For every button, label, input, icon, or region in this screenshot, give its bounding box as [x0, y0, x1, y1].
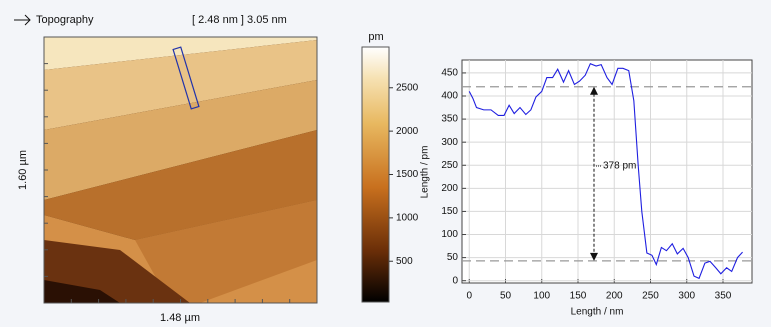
annotation: 378 pm: [603, 161, 636, 172]
x-tick-label: 150: [570, 291, 587, 302]
x-tick-label: 250: [642, 291, 659, 302]
y-tick-label: 200: [441, 183, 458, 194]
y-tick-label: 100: [441, 229, 458, 240]
colorbar-tick-label: 1500: [396, 169, 419, 180]
profile-line: [468, 62, 743, 280]
x-tick-label: 100: [533, 291, 550, 302]
image-height-label: 1.60 µm: [17, 150, 29, 190]
y-tick-label: 150: [441, 206, 458, 217]
y-tick-label: 450: [441, 68, 458, 79]
range-label: [ 2.48 nm ] 3.05 nm: [192, 14, 287, 26]
y-tick-label: 350: [441, 114, 458, 125]
topography-image: [44, 37, 317, 303]
image-width-label: 1.48 µm: [160, 312, 200, 324]
colorbar: [361, 46, 390, 303]
x-tick-label: 50: [500, 291, 512, 302]
y-tick-label: 400: [441, 91, 458, 102]
colorbar-tick-label: 2000: [396, 126, 419, 137]
arrow-icon: [14, 14, 31, 26]
colorbar-tick-label: 1000: [396, 213, 419, 224]
x-tick-label: 350: [715, 291, 732, 302]
y-tick-label: 50: [447, 252, 459, 263]
y-axis-label: Length / pm: [420, 146, 431, 199]
x-tick-label: 0: [466, 291, 472, 302]
colorbar-tick-label: 2500: [396, 82, 419, 93]
y-tick-label: 300: [441, 137, 458, 148]
x-tick-label: 200: [606, 291, 623, 302]
y-tick-label: 250: [441, 160, 458, 171]
plot-area: [461, 59, 753, 284]
colorbar-tick-label: 500: [396, 256, 413, 267]
y-tick-label: 0: [452, 275, 458, 286]
profile-selection[interactable]: [172, 46, 200, 110]
arrow-head: [590, 252, 598, 261]
colorbar-unit: pm: [368, 31, 383, 43]
x-axis-label: Length / nm: [571, 307, 624, 318]
image-title: Topography: [36, 14, 94, 26]
x-tick-label: 300: [678, 291, 695, 302]
arrow-head: [590, 86, 598, 95]
